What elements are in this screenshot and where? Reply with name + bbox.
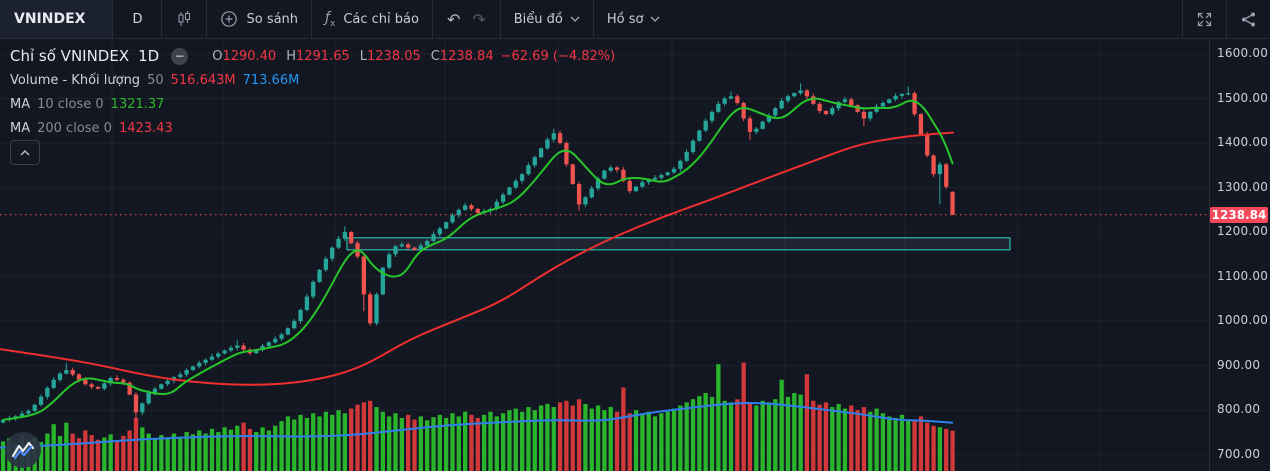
rectangle-drawing xyxy=(346,237,1011,251)
ma10-value: 1321.37 xyxy=(110,96,165,112)
legend-volume-row: Volume - Khối lượng 50 516.643M 713.66M xyxy=(10,68,615,92)
close-label: C xyxy=(430,48,440,64)
price-tick-label: 1200.00 xyxy=(1217,224,1269,239)
price-tick-label: 1300.00 xyxy=(1217,179,1269,194)
price-tick-label: 1500.00 xyxy=(1217,90,1269,105)
share-button[interactable] xyxy=(1227,0,1270,38)
ma200-value: 1423.43 xyxy=(118,120,173,136)
volume-value: 516.643M xyxy=(170,72,236,88)
chart-menu-label: Biểu đồ xyxy=(513,11,563,27)
legend: Chỉ số VNINDEX 1D − O 1290.40 H 1291.65 … xyxy=(10,44,615,140)
toolbar-separator xyxy=(161,0,163,38)
chevron-down-icon xyxy=(650,16,660,22)
volume-bars xyxy=(0,362,955,471)
price-tick-label: 1100.00 xyxy=(1217,268,1269,283)
indicators-label: Các chỉ báo xyxy=(343,11,419,27)
chart-style-button[interactable] xyxy=(162,0,206,38)
chart-menu-button[interactable]: Biểu đồ xyxy=(501,0,593,38)
redo-icon: ↷ xyxy=(472,9,486,29)
volume-ma-line xyxy=(0,402,954,449)
interval-button[interactable]: D xyxy=(132,11,143,27)
share-icon xyxy=(1240,11,1257,28)
change-value: −62.69 (−4.82%) xyxy=(500,48,616,64)
chart-title: Chỉ số VNINDEX xyxy=(10,47,130,65)
ma200-params: 200 close 0 xyxy=(37,120,112,136)
low-value: 1238.05 xyxy=(367,48,421,64)
current-price-badge: 1238.84 xyxy=(1210,206,1268,223)
price-tick-label: 1400.00 xyxy=(1217,135,1269,150)
function-icon: ƒx xyxy=(325,9,336,29)
profile-menu-label: Hồ sơ xyxy=(606,11,644,27)
candlestick-style-icon xyxy=(175,10,193,28)
toolbar-separator xyxy=(499,0,501,38)
hide-series-button[interactable]: − xyxy=(171,47,189,65)
price-tick-label: 900.00 xyxy=(1217,357,1261,372)
compare-button[interactable]: So sánh xyxy=(207,0,311,38)
toolbar-separator xyxy=(1226,0,1227,38)
toolbar-separator xyxy=(592,0,594,38)
plus-circle-icon xyxy=(220,10,238,28)
close-value: 1238.84 xyxy=(439,48,494,64)
broker-logo xyxy=(5,432,41,468)
low-label: L xyxy=(359,48,367,64)
high-label: H xyxy=(286,48,296,64)
mountain-chart-icon xyxy=(11,441,35,460)
gridlines xyxy=(0,38,1208,471)
ma200-line xyxy=(0,131,954,386)
toolbar: VNINDEX D So sánh ƒx Các chỉ báo ↶ ↷ xyxy=(0,0,1270,39)
profile-menu-button[interactable]: Hồ sơ xyxy=(594,0,674,38)
ma10-line xyxy=(2,97,954,421)
compare-label: So sánh xyxy=(246,11,299,27)
toolbar-separator xyxy=(311,0,313,38)
collapse-legend-button[interactable] xyxy=(10,140,40,165)
price-axis[interactable]: 1600.00 1500.00 1400.00 1300.00 1200.00 1100.… xyxy=(1209,38,1270,471)
candles xyxy=(0,83,955,424)
toolbar-separator xyxy=(206,0,208,38)
toolbar-separator xyxy=(431,0,433,38)
open-label: O xyxy=(212,48,223,64)
open-value: 1290.40 xyxy=(222,48,277,64)
legend-ma200-row: MA 200 close 0 1423.43 xyxy=(10,116,615,140)
price-tick-label: 700.00 xyxy=(1217,446,1261,461)
volume-label: Volume - Khối lượng xyxy=(10,72,141,88)
chevron-up-icon xyxy=(20,149,30,156)
fullscreen-button[interactable] xyxy=(1183,0,1226,38)
volume-param: 50 xyxy=(147,72,164,88)
ma10-label: MA xyxy=(10,96,31,112)
legend-ma10-row: MA 10 close 0 1321.37 xyxy=(10,92,615,116)
indicators-button[interactable]: ƒx Các chỉ báo xyxy=(312,0,432,38)
toolbar-separator xyxy=(112,0,114,38)
ma10-params: 10 close 0 xyxy=(37,96,104,112)
price-tick-label: 1000.00 xyxy=(1217,313,1269,328)
legend-interval: 1D xyxy=(138,47,160,65)
legend-main-row: Chỉ số VNINDEX 1D − O 1290.40 H 1291.65 … xyxy=(10,44,615,68)
price-tick-label: 800.00 xyxy=(1217,402,1261,417)
toolbar-separator xyxy=(1182,0,1183,38)
high-value: 1291.65 xyxy=(295,48,350,64)
chevron-down-icon xyxy=(570,16,580,22)
ma200-label: MA xyxy=(10,120,31,136)
fullscreen-icon xyxy=(1196,11,1213,28)
symbol-button[interactable]: VNINDEX xyxy=(0,0,113,38)
price-tick-label: 1600.00 xyxy=(1217,46,1269,60)
undo-icon[interactable]: ↶ xyxy=(446,9,461,29)
volume-ma-value: 713.66M xyxy=(242,72,300,88)
